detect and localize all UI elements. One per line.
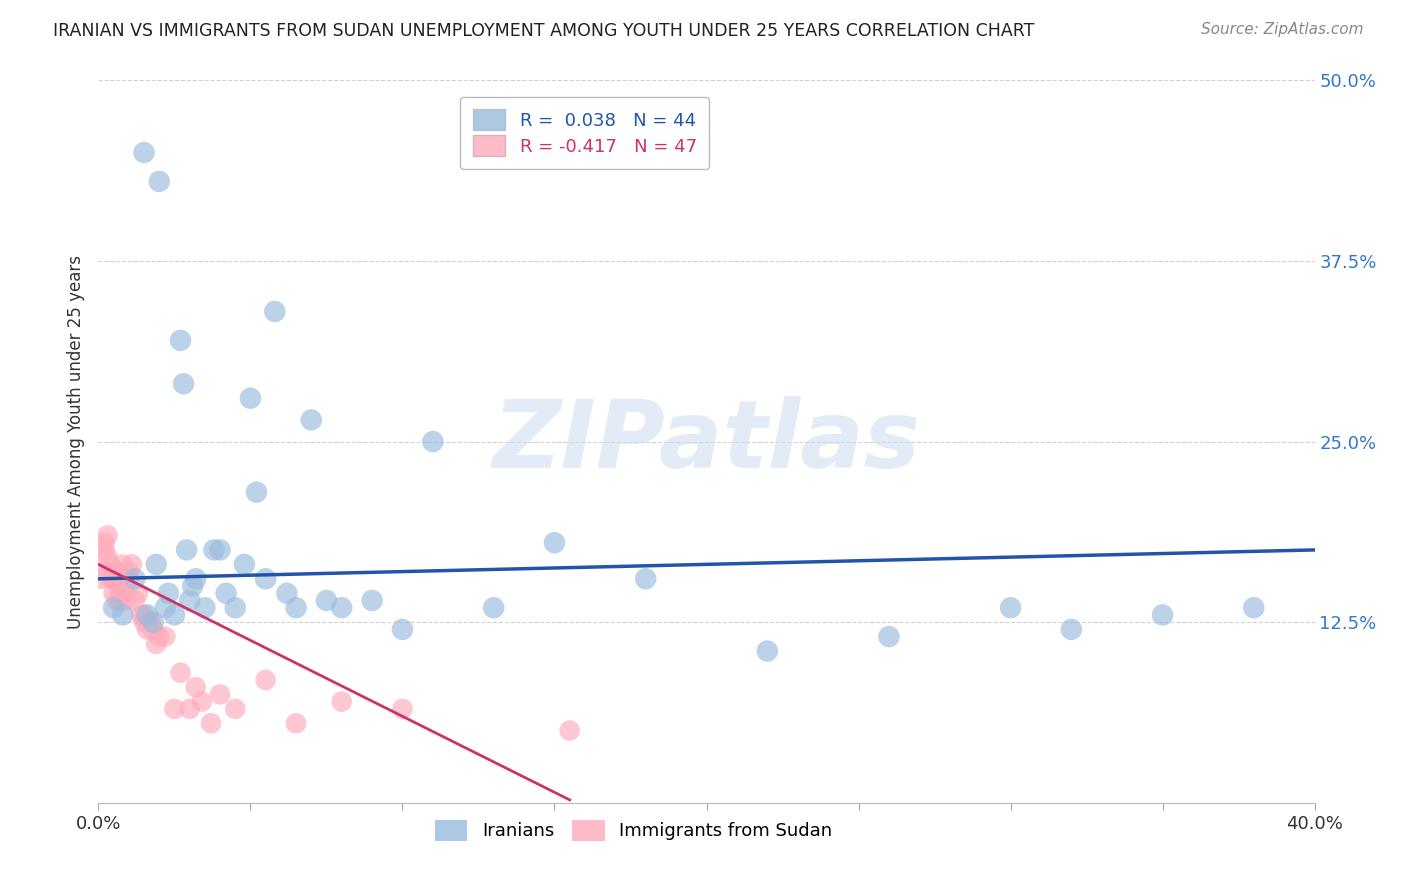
Point (145, 558, 167, 572)
Point (543, 535, 565, 549)
Point (103, 600, 125, 615)
Point (330, 695, 353, 709)
Point (90, 572, 112, 586)
Point (139, 615, 162, 630)
Point (108, 579, 131, 593)
Point (93, 535, 115, 549)
Point (100, 558, 122, 572)
Point (132, 145, 155, 160)
Point (276, 586, 298, 600)
Point (254, 572, 277, 586)
Point (169, 665, 191, 680)
Text: ZIPatlas: ZIPatlas (492, 395, 921, 488)
Point (634, 572, 657, 586)
Point (132, 615, 155, 630)
Legend: Iranians, Immigrants from Sudan: Iranians, Immigrants from Sudan (427, 813, 839, 848)
Point (756, 644, 779, 658)
Point (163, 607, 186, 622)
Point (155, 630, 177, 644)
Point (93, 542, 115, 557)
Point (194, 600, 217, 615)
Point (96, 565, 118, 579)
Point (224, 702, 246, 716)
Point (361, 593, 384, 607)
Point (105, 565, 128, 579)
Point (103, 572, 125, 586)
Point (105, 572, 128, 586)
Point (200, 716, 222, 731)
Point (233, 558, 256, 572)
Point (209, 542, 232, 557)
Point (184, 572, 207, 586)
Point (191, 695, 214, 709)
Point (315, 593, 337, 607)
Point (173, 376, 195, 391)
Text: Source: ZipAtlas.com: Source: ZipAtlas.com (1201, 22, 1364, 37)
Point (1000, 600, 1022, 615)
Point (127, 586, 149, 600)
Point (148, 174, 170, 188)
Point (103, 586, 125, 600)
Point (124, 593, 146, 607)
Point (245, 485, 267, 500)
Point (239, 391, 262, 405)
Point (391, 702, 413, 716)
Point (558, 723, 581, 738)
Y-axis label: Unemployment Among Youth under 25 years: Unemployment Among Youth under 25 years (66, 254, 84, 629)
Point (263, 304, 285, 318)
Point (142, 623, 165, 637)
Text: IRANIAN VS IMMIGRANTS FROM SUDAN UNEMPLOYMENT AMONG YOUTH UNDER 25 YEARS CORRELA: IRANIAN VS IMMIGRANTS FROM SUDAN UNEMPLO… (53, 22, 1035, 40)
Point (215, 586, 238, 600)
Point (136, 623, 159, 637)
Point (118, 572, 141, 586)
Point (155, 600, 177, 615)
Point (1243, 600, 1265, 615)
Point (224, 600, 246, 615)
Point (285, 600, 308, 615)
Point (136, 607, 159, 622)
Point (181, 579, 204, 593)
Point (482, 600, 505, 615)
Point (209, 687, 232, 701)
Point (179, 593, 201, 607)
Point (148, 630, 170, 644)
Point (96, 550, 118, 565)
Point (108, 593, 131, 607)
Point (1152, 607, 1174, 622)
Point (391, 623, 413, 637)
Point (157, 586, 180, 600)
Point (330, 600, 353, 615)
Point (145, 637, 167, 651)
Point (105, 593, 128, 607)
Point (285, 716, 308, 731)
Point (108, 586, 131, 600)
Point (254, 673, 277, 687)
Point (176, 542, 198, 557)
Point (184, 680, 207, 694)
Point (169, 334, 191, 348)
Point (111, 558, 134, 572)
Point (111, 607, 134, 622)
Point (1060, 623, 1083, 637)
Point (877, 630, 900, 644)
Point (142, 615, 165, 630)
Point (163, 702, 186, 716)
Point (114, 593, 136, 607)
Point (299, 413, 322, 427)
Point (114, 586, 136, 600)
Point (111, 586, 134, 600)
Point (422, 434, 444, 449)
Point (118, 565, 141, 579)
Point (129, 607, 152, 622)
Point (132, 607, 155, 622)
Point (179, 702, 201, 716)
Point (121, 558, 143, 572)
Point (202, 542, 225, 557)
Point (96, 528, 118, 542)
Point (100, 572, 122, 586)
Point (124, 572, 146, 586)
